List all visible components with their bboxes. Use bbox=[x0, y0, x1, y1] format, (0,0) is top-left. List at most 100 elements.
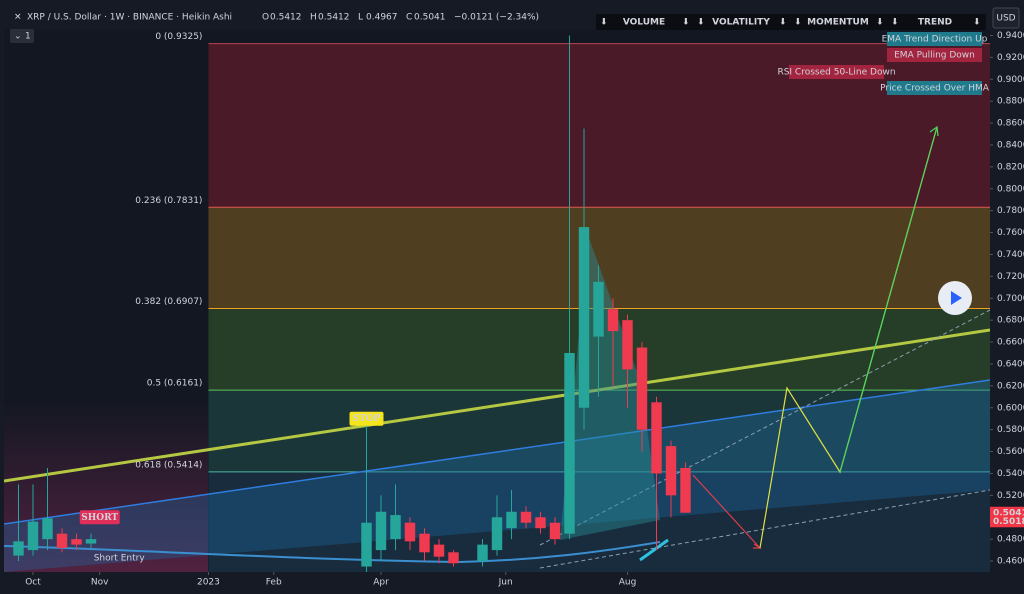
signal-badge bbox=[887, 81, 982, 95]
fib-label: 0.382 (0.6907) bbox=[135, 297, 202, 307]
dashed-line bbox=[539, 489, 990, 569]
price-label: 0.5041 bbox=[993, 508, 1024, 518]
tab-arrow: ⬇ bbox=[891, 18, 899, 28]
interval-box[interactable] bbox=[10, 29, 34, 43]
candle-body bbox=[520, 511, 532, 523]
ohlc-key: L bbox=[358, 13, 363, 23]
fib-zone bbox=[208, 471, 990, 572]
ohlc-value: 0.4967 bbox=[366, 13, 398, 23]
signal-badge bbox=[887, 32, 982, 46]
arrow-head bbox=[929, 125, 939, 137]
tab-label: TREND bbox=[918, 18, 952, 28]
x-tick-label: Aug bbox=[619, 578, 637, 588]
dashed-line bbox=[539, 309, 990, 546]
signal-text: EMA Trend Direction Up bbox=[882, 35, 988, 45]
chart-title: XRP / U.S. Dollar · 1W · BINANCE · Heiki… bbox=[27, 13, 232, 23]
candle-body bbox=[42, 518, 53, 540]
signal-badge bbox=[789, 65, 884, 79]
candle-body bbox=[13, 541, 24, 556]
candle-body bbox=[564, 353, 575, 534]
x-tick-label: Nov bbox=[91, 578, 109, 588]
marker-box bbox=[79, 510, 120, 525]
change: −0.0121 (−2.34%) bbox=[454, 13, 539, 23]
projection bbox=[839, 126, 938, 473]
candle-body bbox=[433, 544, 445, 557]
candle-body bbox=[665, 446, 677, 496]
fib-label: 0.618 (0.5414) bbox=[135, 460, 202, 470]
marker-label: STOP bbox=[353, 414, 381, 424]
candle-body bbox=[477, 544, 488, 562]
tab-arrow: ⬇ bbox=[876, 18, 884, 28]
candle-body bbox=[535, 517, 546, 529]
signal-text: EMA Pulling Down bbox=[894, 51, 975, 61]
tab-arrow: ⬇ bbox=[973, 18, 981, 28]
ma-line bbox=[4, 541, 661, 564]
candle-body bbox=[636, 347, 648, 430]
candle-body bbox=[622, 320, 633, 370]
x-tick-label: Apr bbox=[373, 578, 389, 588]
fib-label: 0.236 (0.7831) bbox=[135, 196, 202, 206]
signal-badge bbox=[887, 48, 982, 62]
ohlc-key: O bbox=[262, 13, 269, 23]
marker-box bbox=[349, 411, 384, 426]
currency-box[interactable] bbox=[992, 7, 1020, 29]
tab-label: VOLATILITY bbox=[712, 18, 770, 28]
fib-label: 0.5 (0.6161) bbox=[147, 379, 203, 389]
candle-body bbox=[85, 539, 97, 544]
candle-body bbox=[448, 552, 459, 564]
ohlc-value: 0.5041 bbox=[414, 13, 446, 23]
signal-text: Price Crossed Over HMA bbox=[880, 84, 990, 94]
tab-arrow: ⬇ bbox=[779, 18, 787, 28]
channel-fill bbox=[4, 380, 990, 572]
candle-body bbox=[390, 515, 401, 540]
x-tick-label: Jun bbox=[498, 578, 513, 588]
candle-body bbox=[607, 309, 619, 332]
close-icon[interactable]: ✕ bbox=[14, 13, 22, 23]
candle-body bbox=[491, 517, 503, 551]
trend-line bbox=[4, 328, 990, 483]
tab-label: VOLUME bbox=[623, 18, 665, 28]
x-tick-label: 2023 bbox=[197, 578, 220, 588]
x-tick-label: Feb bbox=[266, 578, 282, 588]
price-label-box bbox=[990, 515, 1024, 528]
candle-body bbox=[419, 533, 430, 553]
price-axis bbox=[990, 30, 1024, 594]
tab-arrow: ⬇ bbox=[600, 18, 608, 28]
ohlc-value: 0.5412 bbox=[270, 13, 302, 23]
candle-body bbox=[375, 511, 387, 551]
price-label: 0.5018 bbox=[993, 517, 1024, 527]
tab-label: MOMENTUM bbox=[807, 18, 869, 28]
marker-label: SHORT bbox=[81, 513, 118, 523]
candle-body bbox=[680, 467, 691, 513]
tab-arrow: ⬇ bbox=[794, 18, 802, 28]
tab-arrow: ⬇ bbox=[697, 18, 705, 28]
candle-body bbox=[404, 522, 416, 542]
interval-badge: 1 bbox=[25, 32, 31, 42]
currency: USD bbox=[996, 14, 1015, 24]
x-tick-label: Oct bbox=[25, 578, 41, 588]
chevron: ⌄ bbox=[14, 32, 22, 42]
candle-body bbox=[361, 522, 372, 567]
